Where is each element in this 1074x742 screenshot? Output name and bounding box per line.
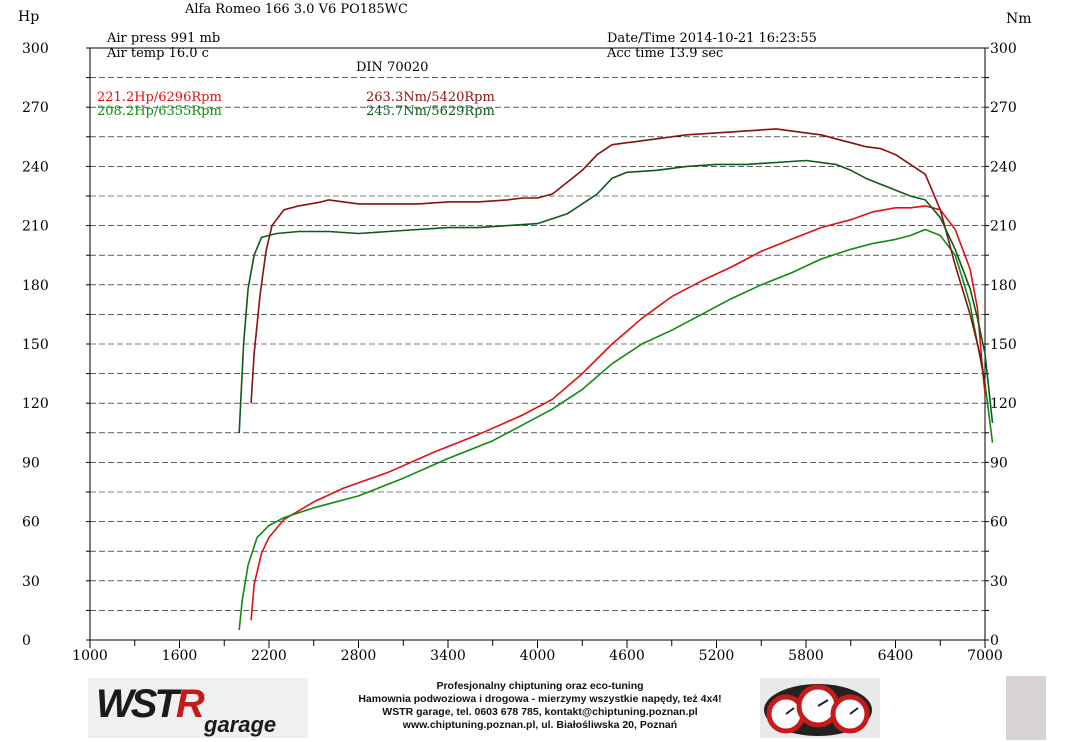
y-right-tick-label: 120 — [990, 396, 1017, 412]
x-tick-label: 2800 — [341, 648, 377, 664]
y-left-tick-label: 30 — [22, 574, 40, 590]
air-press-label: Air press 991 mb — [107, 31, 221, 46]
eco-tuning-logo — [760, 678, 880, 738]
y-right-tick-label: 0 — [990, 633, 999, 649]
air-temp-label: Air temp 16.0 c — [107, 46, 209, 61]
footer-line-1: Profesjonalny chiptuning oraz eco-tuning — [436, 680, 644, 692]
datetime-label: Date/Time 2014-10-21 16:23:55 — [607, 31, 817, 46]
y-left-tick-label: 240 — [22, 159, 49, 175]
logo-garage-text: garage — [204, 712, 277, 737]
standard-label: DIN 70020 — [356, 60, 429, 75]
y-right-tick-label: 210 — [990, 219, 1017, 235]
legend-hp-green: 208.2Hp/6355Rpm — [97, 104, 222, 119]
logo-wstr-text: WSTR — [96, 682, 205, 726]
y-right-tick-label: 300 — [990, 41, 1017, 57]
axis-ticks: 0 0 30 30 60 60 90 90 120 120 150 150 180 180 210 210 24… — [22, 41, 1017, 664]
series-line — [250, 205, 986, 621]
footer-line-4: www.chiptuning.poznan.pl, ul. Białośliws… — [402, 719, 678, 731]
y-left-tick-label: 150 — [22, 337, 49, 353]
x-tick-label: 5200 — [699, 648, 735, 664]
gray-corner-block — [1006, 676, 1046, 740]
dyno-chart: 0 0 30 30 60 60 90 90 120 120 150 150 180 180 210 210 24… — [22, 41, 1017, 664]
footer-line-3: WSTR garage, tel. 0603 678 785, kontakt@… — [382, 706, 698, 718]
x-tick-label: 1600 — [162, 648, 198, 664]
y-right-tick-label: 180 — [990, 278, 1017, 294]
y-right-tick-label: 150 — [990, 337, 1017, 353]
x-tick-label: 6400 — [878, 648, 914, 664]
y-right-tick-label: 90 — [990, 455, 1008, 471]
y-left-tick-label: 180 — [22, 278, 49, 294]
y-right-tick-label: 30 — [990, 574, 1008, 590]
series-lines — [238, 128, 994, 631]
footer-text: Profesjonalny chiptuning oraz eco-tuning… — [310, 680, 770, 732]
y-left-tick-label: 60 — [22, 515, 40, 531]
series-line — [238, 228, 994, 631]
y-left-tick-label: 120 — [22, 396, 49, 412]
x-tick-label: 7000 — [967, 648, 1003, 664]
y-left-tick-label: 90 — [22, 455, 40, 471]
x-tick-label: 5800 — [788, 648, 824, 664]
y-left-tick-label: 270 — [22, 100, 49, 116]
y-right-tick-label: 240 — [990, 159, 1017, 175]
wstr-garage-logo: WSTR garage — [88, 678, 308, 738]
chart-title: Alfa Romeo 166 3.0 V6 PO185WC — [185, 2, 408, 17]
right-axis-unit: Nm — [1006, 11, 1032, 27]
series-line — [250, 128, 986, 404]
legend-hp-red: 221.2Hp/6296Rpm — [97, 90, 222, 105]
y-left-tick-label: 0 — [22, 633, 31, 649]
y-left-tick-label: 300 — [22, 41, 49, 57]
x-tick-label: 4000 — [520, 648, 556, 664]
legend-nm-red: 263.3Nm/5420Rpm — [366, 90, 495, 105]
gauges-icon — [764, 684, 872, 736]
legend-nm-green: 245.7Nm/5629Rpm — [366, 104, 495, 119]
series-line — [238, 159, 994, 433]
x-tick-label: 2200 — [251, 648, 287, 664]
x-tick-label: 4600 — [609, 648, 645, 664]
x-tick-label: 1000 — [72, 648, 108, 664]
x-tick-label: 3400 — [430, 648, 466, 664]
acc-time-label: Acc time 13.9 sec — [607, 46, 724, 61]
footer-line-2: Hamownia podwoziowa i drogowa - mierzymy… — [358, 693, 722, 705]
y-right-tick-label: 60 — [990, 515, 1008, 531]
left-axis-unit: Hp — [18, 9, 40, 25]
y-right-tick-label: 270 — [990, 100, 1017, 116]
grid — [86, 47, 989, 646]
y-left-tick-label: 210 — [22, 219, 49, 235]
